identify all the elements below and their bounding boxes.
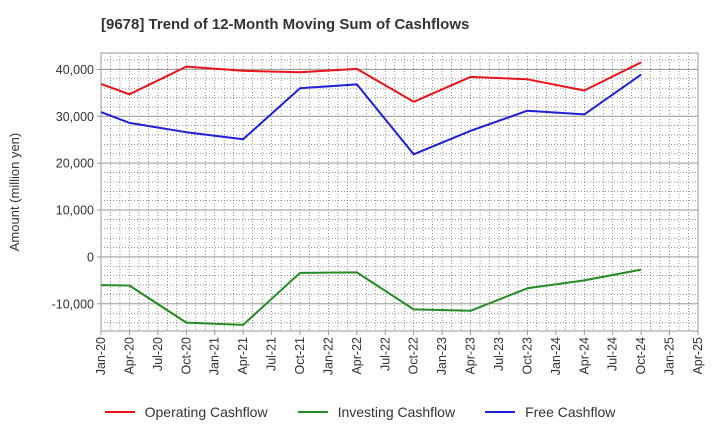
x-tick-label: Jul-21 (265, 337, 279, 371)
series-line-operating-cashflow (100, 61, 642, 103)
grid-lines (100, 53, 699, 331)
x-tick-label: Apr-24 (577, 337, 591, 375)
y-axis-title: Amount (million yen) (7, 133, 22, 252)
x-axis-ticks: Jan-20 Apr-20 Jul-20 Oct-20 Jan-21 Apr-21 Jul-… (94, 331, 705, 375)
series-lines (100, 61, 642, 326)
x-tick-label: Oct-22 (407, 337, 421, 375)
x-tick-label: Apr-23 (464, 337, 478, 375)
x-tick-label: Apr-21 (236, 337, 250, 375)
y-tick-label: 30,000 (56, 110, 94, 124)
y-tick-label: 40,000 (56, 63, 94, 77)
y-tick-label: 10,000 (56, 204, 94, 218)
y-axis-ticks: -10,000 0 10,000 20,000 30,000 40,000 (52, 63, 101, 311)
x-tick-label: Jan-20 (94, 337, 108, 375)
x-tick-label: Oct-23 (520, 337, 534, 375)
legend-swatch-operating (104, 411, 135, 413)
chart-title: [9678] Trend of 12-Month Moving Sum of C… (101, 16, 470, 33)
x-tick-label: Apr-22 (350, 337, 364, 375)
y-tick-label: -10,000 (52, 297, 94, 311)
x-tick-label: Jan-24 (549, 337, 563, 375)
x-tick-label: Oct-20 (179, 337, 193, 375)
legend-item-free: Free Cashflow (485, 404, 615, 420)
legend-label-operating: Operating Cashflow (144, 404, 268, 420)
x-tick-label: Jan-23 (435, 337, 449, 375)
legend-label-free: Free Cashflow (525, 404, 616, 420)
x-tick-label: Oct-24 (634, 337, 648, 375)
x-tick-label: Jan-21 (208, 337, 222, 375)
x-tick-label: Jan-22 (321, 337, 335, 375)
legend-label-investing: Investing Cashflow (337, 404, 456, 420)
x-tick-label: Apr-25 (691, 337, 705, 375)
x-tick-label: Jul-23 (492, 337, 506, 371)
x-tick-label: Apr-20 (122, 337, 136, 375)
legend-item-investing: Investing Cashflow (297, 404, 456, 420)
legend: Operating Cashflow Investing Cashflow Fr… (0, 404, 720, 420)
legend-swatch-free (485, 411, 516, 413)
legend-swatch-investing (297, 411, 328, 413)
x-tick-label: Jul-20 (151, 337, 165, 371)
x-tick-label: Jul-24 (606, 337, 620, 371)
series-line-investing-cashflow (100, 268, 642, 326)
plot-frame (100, 52, 699, 332)
legend-item-operating: Operating Cashflow (104, 404, 268, 420)
x-tick-label: Oct-21 (293, 337, 307, 375)
series-line-free-cashflow (100, 73, 642, 156)
x-tick-label: Jul-22 (378, 337, 392, 371)
y-tick-label: 0 (87, 250, 94, 264)
y-tick-label: 20,000 (56, 157, 94, 171)
x-tick-label: Jan-25 (663, 337, 677, 375)
